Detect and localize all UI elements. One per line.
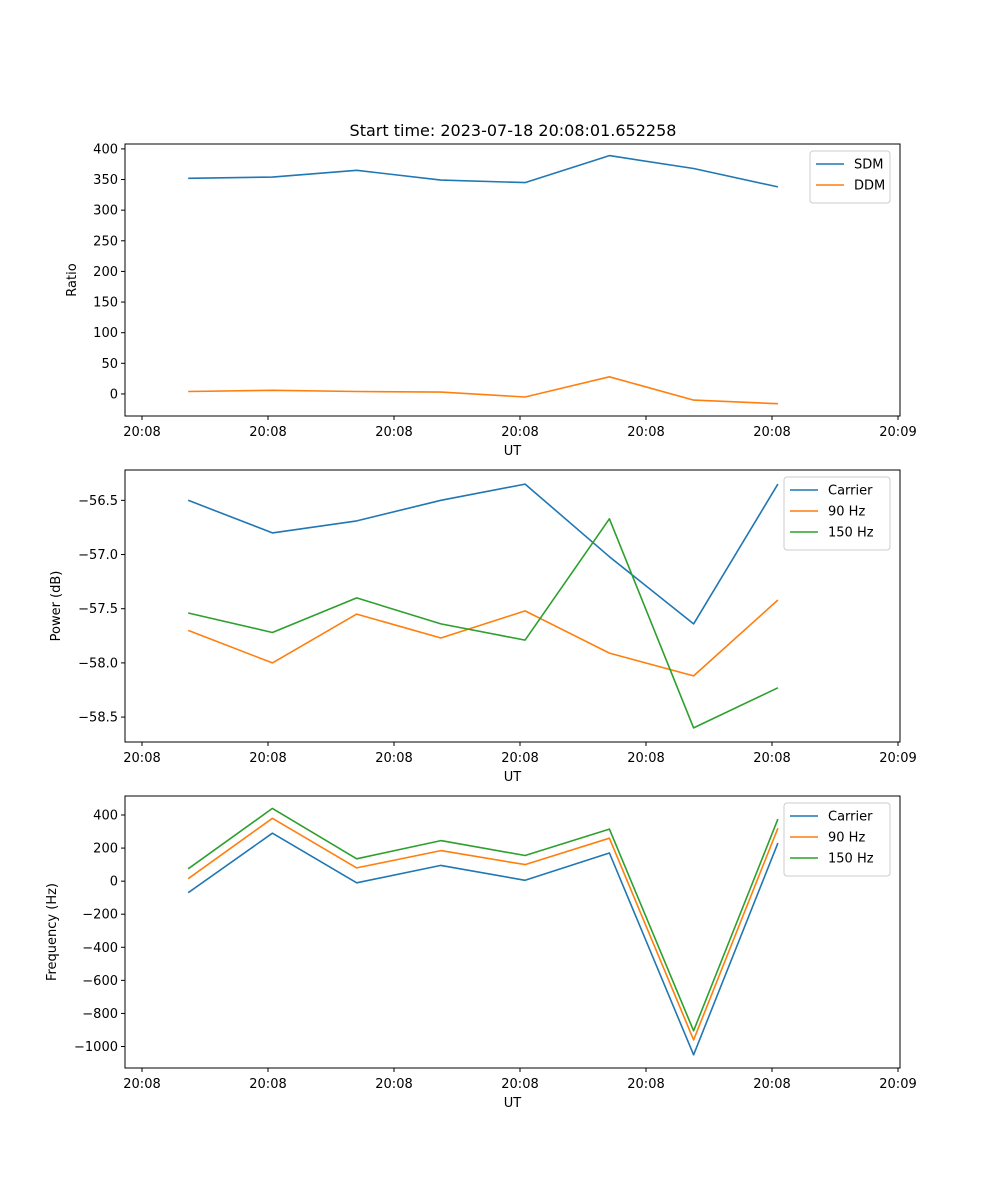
legend-label: Carrier — [828, 484, 873, 499]
x-tick-label: 20:08 — [501, 1077, 538, 1092]
legend: Carrier 90 Hz 150 Hz — [783, 476, 891, 551]
y-tick-label: −800 — [82, 1007, 118, 1022]
legend-label: 90 Hz — [828, 505, 865, 520]
plot-frame — [124, 143, 901, 417]
series-line-90-hz — [187, 599, 779, 677]
plots: 0 50 100 150 200 250 300 350 400 20:08 20:08 20:08 2… — [45, 142, 917, 1111]
y-tick-label: −1000 — [74, 1040, 118, 1055]
x-tick-label: 20:09 — [879, 751, 916, 766]
series-line-sdm — [188, 154, 779, 188]
x-axis-label: UT — [504, 444, 522, 459]
x-tick-label: 20:08 — [753, 1077, 790, 1092]
x-tick-label: 20:08 — [753, 751, 790, 766]
series-line-ddm — [188, 375, 778, 405]
x-tick-label: 20:08 — [123, 1077, 160, 1092]
y-tick-label: −400 — [82, 941, 118, 956]
chart-panel-2: −58.5 −58.0 −57.5 −57.0 −56.5 20:08 20:08 20:08… — [49, 469, 917, 785]
x-tick-label: 20:08 — [627, 425, 664, 440]
x-tick-label: 20:08 — [627, 751, 664, 766]
series-line-90-hz — [187, 817, 779, 1041]
y-tick-label: 100 — [93, 326, 118, 341]
y-tick-label: −200 — [82, 908, 118, 923]
y-tick-label: −57.5 — [78, 602, 118, 617]
series-line-150-hz — [187, 807, 779, 1032]
series-line-150-hz — [188, 517, 779, 729]
legend: Carrier 90 Hz 150 Hz — [783, 802, 891, 877]
chart-panel-1: 0 50 100 150 200 250 300 350 400 20:08 20:08 20:08 2… — [65, 142, 917, 459]
legend-label: Carrier — [828, 810, 873, 825]
x-tick-label: 20:08 — [249, 425, 286, 440]
y-tick-label: −57.0 — [78, 548, 118, 563]
legend-label: 150 Hz — [828, 852, 874, 867]
x-axis-label: UT — [504, 1096, 522, 1111]
x-tick-label: 20:08 — [249, 751, 286, 766]
x-tick-label: 20:09 — [879, 1077, 916, 1092]
y-tick-label: 400 — [93, 142, 118, 157]
x-tick-label: 20:08 — [501, 425, 538, 440]
y-tick-label: −58.5 — [78, 711, 118, 726]
x-tick-label: 20:08 — [753, 425, 790, 440]
x-tick-label: 20:08 — [249, 1077, 286, 1092]
x-tick-label: 20:08 — [375, 425, 412, 440]
y-tick-label: 300 — [93, 204, 118, 219]
y-tick-label: 0 — [110, 387, 118, 402]
series-line-carrier — [187, 832, 779, 1056]
y-axis-label: Power (dB) — [49, 571, 64, 642]
legend-label: 90 Hz — [828, 831, 865, 846]
x-tick-label: 20:08 — [123, 425, 160, 440]
x-tick-label: 20:08 — [627, 1077, 664, 1092]
plot-frame — [124, 795, 901, 1069]
figure-title: Start time: 2023-07-18 20:08:01.652258 — [350, 121, 677, 140]
y-tick-label: −600 — [82, 974, 118, 989]
y-tick-label: 200 — [93, 842, 118, 857]
x-tick-label: 20:08 — [375, 751, 412, 766]
y-tick-label: −56.5 — [78, 494, 118, 509]
legend: SDM DDM — [809, 150, 891, 204]
chart-panel-3: −1000 −800 −600 −400 −200 0 200 400 20:08 20:08 20… — [45, 795, 917, 1111]
y-tick-label: 400 — [93, 809, 118, 824]
y-tick-label: 0 — [110, 875, 118, 890]
y-axis-label: Frequency (Hz) — [45, 883, 60, 981]
x-tick-label: 20:08 — [501, 751, 538, 766]
y-tick-label: 150 — [93, 296, 118, 311]
plot-frame — [124, 469, 901, 743]
x-axis-label: UT — [504, 770, 522, 785]
y-tick-label: 350 — [93, 173, 118, 188]
x-tick-label: 20:08 — [375, 1077, 412, 1092]
x-tick-label: 20:08 — [123, 751, 160, 766]
legend-label: SDM — [854, 158, 883, 173]
legend-label: DDM — [854, 179, 885, 194]
legend-label: 150 Hz — [828, 526, 874, 541]
x-tick-label: 20:09 — [879, 425, 916, 440]
y-tick-label: −58.0 — [78, 656, 118, 671]
y-axis-label: Ratio — [65, 263, 80, 296]
series-line-carrier — [187, 483, 779, 625]
y-tick-label: 50 — [101, 357, 118, 372]
y-tick-label: 250 — [93, 234, 118, 249]
y-tick-label: 200 — [93, 265, 118, 280]
